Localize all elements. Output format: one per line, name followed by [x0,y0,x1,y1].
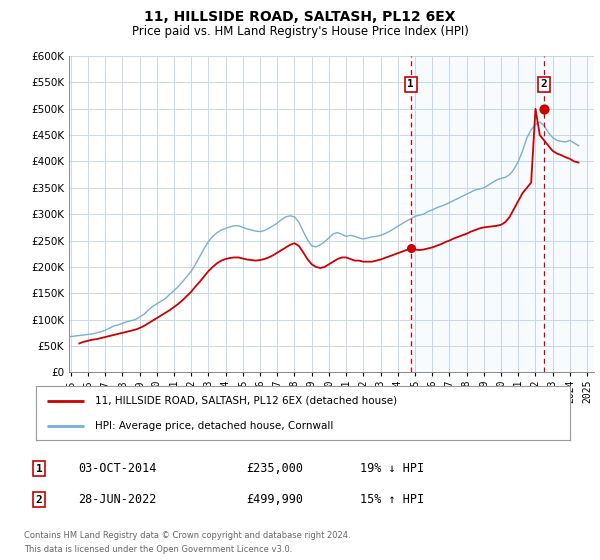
Text: 28-JUN-2022: 28-JUN-2022 [78,493,157,506]
Text: 03-OCT-2014: 03-OCT-2014 [78,462,157,475]
Text: 11, HILLSIDE ROAD, SALTASH, PL12 6EX: 11, HILLSIDE ROAD, SALTASH, PL12 6EX [144,10,456,24]
Text: This data is licensed under the Open Government Licence v3.0.: This data is licensed under the Open Gov… [24,545,292,554]
Text: Price paid vs. HM Land Registry's House Price Index (HPI): Price paid vs. HM Land Registry's House … [131,25,469,38]
Text: £499,990: £499,990 [246,493,303,506]
Text: 19% ↓ HPI: 19% ↓ HPI [360,462,424,475]
Point [406,244,415,253]
Text: 1: 1 [407,80,414,90]
Text: 11, HILLSIDE ROAD, SALTASH, PL12 6EX (detached house): 11, HILLSIDE ROAD, SALTASH, PL12 6EX (de… [95,396,397,406]
Text: 1: 1 [35,464,43,474]
Text: Contains HM Land Registry data © Crown copyright and database right 2024.: Contains HM Land Registry data © Crown c… [24,531,350,540]
Text: HPI: Average price, detached house, Cornwall: HPI: Average price, detached house, Corn… [95,421,333,431]
Bar [410,56,594,372]
Text: 15% ↑ HPI: 15% ↑ HPI [360,493,424,506]
Text: 2: 2 [35,494,43,505]
Point [539,104,549,113]
Text: 2: 2 [541,80,547,90]
Text: £235,000: £235,000 [246,462,303,475]
